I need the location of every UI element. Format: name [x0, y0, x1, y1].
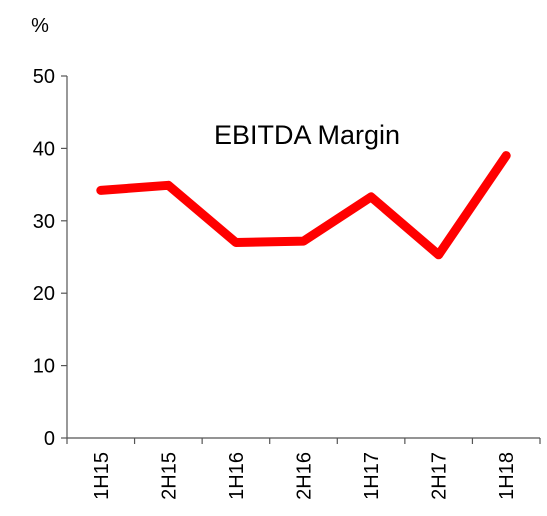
axes: 0 10 20 30 40 50 — [33, 66, 541, 450]
x-tick-label: 2H15 — [158, 452, 180, 500]
x-tick-label: 1H16 — [226, 452, 248, 500]
x-tick-label: 1H15 — [91, 452, 113, 500]
y-tick-label: 10 — [33, 356, 55, 378]
y-tick-label: 40 — [33, 138, 55, 160]
series-line — [96, 151, 511, 260]
y-tick-label: 20 — [33, 283, 55, 305]
x-tick-label: 2H17 — [429, 452, 451, 500]
y-tick-label: 50 — [33, 66, 55, 88]
y-tick-label: 30 — [33, 211, 55, 233]
x-tick-labels: 1H15 2H15 1H16 2H16 1H17 2H17 1H18 — [91, 452, 518, 500]
y-unit-label: % — [31, 15, 49, 37]
x-tick-label: 1H18 — [496, 452, 518, 500]
x-tick-label: 2H16 — [294, 452, 316, 500]
x-tick-label: 1H17 — [361, 452, 383, 500]
chart-title: EBITDA Margin — [214, 120, 400, 150]
series-group — [96, 151, 511, 260]
y-tick-label: 0 — [44, 428, 55, 450]
